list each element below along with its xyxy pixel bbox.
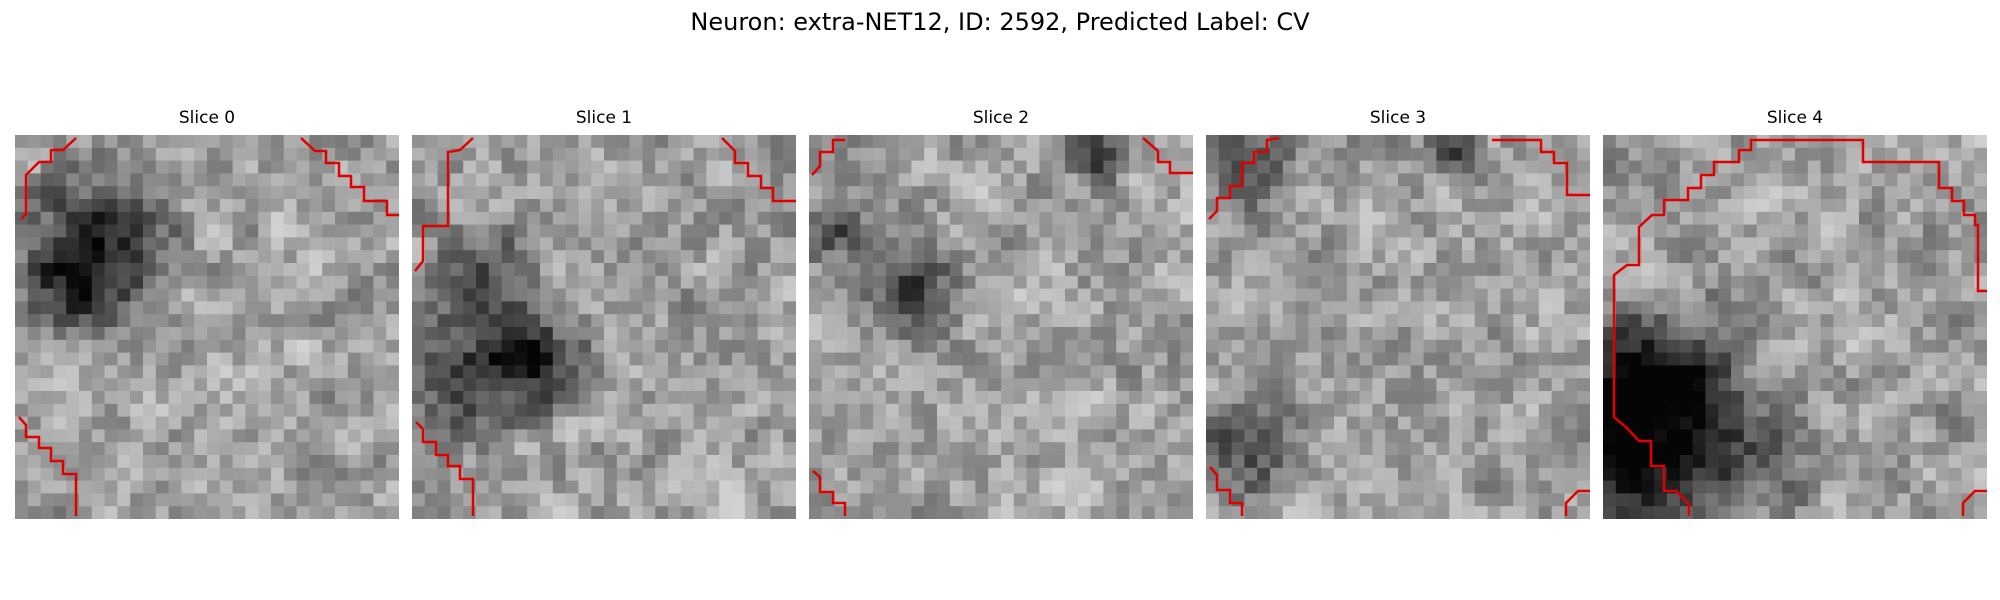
- slice-image-0: [15, 135, 399, 519]
- slice-pixels-1: [412, 135, 796, 519]
- slice-contours-2: [811, 137, 1193, 516]
- slice-image-4: [1603, 135, 1987, 519]
- slice-contours-3: [1208, 136, 1590, 516]
- contour-top-left: [1208, 136, 1280, 220]
- slice-image-2: [809, 135, 1193, 519]
- slice-pixels-3: [1206, 135, 1590, 519]
- contour-top-right: [1492, 138, 1590, 197]
- slice-pixels-4: [1603, 135, 1987, 519]
- contour-bottom-left: [415, 421, 475, 516]
- contour-top-right: [1142, 137, 1193, 175]
- contour-bottom-left: [18, 416, 78, 516]
- contour-bottom-left: [812, 470, 847, 516]
- contour-bottom-left: [1209, 466, 1244, 516]
- contour-bottom-right: [1961, 489, 1987, 516]
- slice-title-2: Slice 2: [972, 108, 1030, 128]
- slice-pixels-2: [809, 135, 1193, 519]
- slice-image-1: [412, 135, 796, 519]
- contour-top-left: [20, 137, 77, 220]
- slice-title-1: Slice 1: [575, 108, 633, 128]
- contour-top-left: [811, 138, 845, 176]
- contour-top-left: [414, 137, 474, 272]
- contour-outer-boundary: [1612, 138, 1987, 516]
- slice-title-4: Slice 4: [1766, 108, 1824, 128]
- slice-image-3: [1206, 135, 1590, 519]
- slice-title-0: Slice 0: [178, 108, 236, 128]
- slice-contours-4: [1612, 138, 1987, 516]
- figure-title: Neuron: extra-NET12, ID: 2592, Predicted…: [690, 8, 1310, 36]
- contour-bottom-right: [1564, 489, 1590, 516]
- slice-contours-0: [18, 137, 399, 516]
- contour-top-right: [300, 137, 399, 217]
- contour-top-right: [721, 137, 796, 203]
- slice-pixels-0: [15, 135, 399, 519]
- slice-title-3: Slice 3: [1369, 108, 1427, 128]
- slice-contours-1: [414, 137, 796, 516]
